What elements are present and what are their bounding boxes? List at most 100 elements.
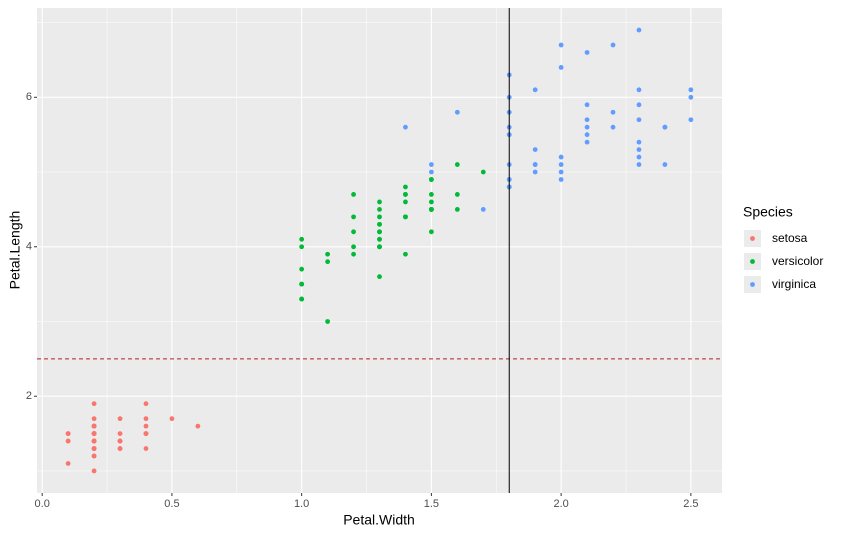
point bbox=[403, 199, 408, 205]
x-axis-title: Petal.Width bbox=[343, 512, 415, 528]
point bbox=[377, 236, 382, 242]
point bbox=[532, 87, 538, 93]
point bbox=[351, 244, 356, 250]
legend-label: setosa bbox=[772, 231, 808, 245]
point bbox=[143, 423, 149, 429]
point bbox=[195, 423, 201, 429]
point bbox=[377, 206, 382, 212]
x-tick-label: 0.0 bbox=[35, 498, 50, 510]
point bbox=[454, 206, 460, 212]
point bbox=[428, 199, 434, 205]
point bbox=[143, 431, 149, 436]
point bbox=[454, 192, 460, 197]
legend-label: virginica bbox=[772, 277, 816, 291]
point bbox=[65, 438, 71, 444]
point bbox=[662, 124, 668, 130]
panel bbox=[37, 8, 722, 493]
legend-marker bbox=[750, 259, 755, 264]
point bbox=[377, 244, 382, 250]
point bbox=[91, 438, 97, 444]
point bbox=[299, 296, 305, 302]
point bbox=[584, 117, 590, 123]
y-tick-label: 4 bbox=[26, 241, 32, 253]
point bbox=[299, 266, 305, 272]
y-tick-label: 2 bbox=[26, 390, 32, 402]
point bbox=[454, 109, 460, 115]
point bbox=[117, 416, 123, 422]
legend-label: versicolor bbox=[772, 254, 823, 268]
x-tick-label: 2.0 bbox=[553, 498, 568, 510]
point bbox=[377, 214, 382, 220]
point bbox=[143, 446, 149, 451]
point bbox=[91, 401, 97, 407]
y-axis-title: Petal.Length bbox=[7, 211, 23, 290]
point bbox=[558, 154, 564, 160]
point bbox=[91, 468, 97, 474]
point bbox=[428, 177, 434, 182]
x-tick-label: 1.0 bbox=[294, 498, 309, 510]
point bbox=[636, 139, 642, 145]
point bbox=[377, 229, 382, 235]
point bbox=[117, 446, 123, 451]
point bbox=[403, 251, 408, 257]
point bbox=[377, 199, 382, 205]
point bbox=[428, 192, 434, 197]
point bbox=[325, 319, 331, 324]
point bbox=[454, 162, 460, 167]
point bbox=[377, 221, 382, 227]
point bbox=[377, 274, 382, 280]
point bbox=[532, 169, 538, 175]
point bbox=[65, 431, 71, 436]
point bbox=[584, 132, 590, 138]
x-tick-label: 2.5 bbox=[683, 498, 698, 510]
point bbox=[351, 229, 356, 235]
point bbox=[584, 102, 590, 108]
x-tick-label: 0.5 bbox=[164, 498, 179, 510]
point bbox=[584, 50, 590, 55]
point bbox=[584, 139, 590, 145]
point bbox=[91, 423, 97, 429]
point bbox=[299, 244, 305, 250]
point bbox=[117, 438, 123, 444]
point bbox=[403, 184, 408, 190]
point bbox=[610, 109, 616, 115]
point bbox=[91, 431, 97, 436]
point bbox=[636, 102, 642, 108]
point bbox=[532, 162, 538, 167]
point bbox=[558, 177, 564, 182]
point bbox=[299, 236, 305, 242]
point bbox=[91, 416, 97, 422]
point bbox=[636, 147, 642, 153]
legend-marker bbox=[750, 282, 755, 287]
y-tick-label: 6 bbox=[26, 91, 32, 103]
point bbox=[688, 94, 694, 100]
point bbox=[480, 206, 486, 212]
point bbox=[91, 453, 97, 459]
point bbox=[351, 251, 356, 257]
point bbox=[91, 446, 97, 451]
point bbox=[688, 117, 694, 123]
point bbox=[558, 42, 564, 48]
point bbox=[299, 281, 305, 287]
point bbox=[403, 214, 408, 220]
point bbox=[558, 162, 564, 167]
legend-title: Species bbox=[743, 204, 793, 220]
point bbox=[636, 27, 642, 33]
point bbox=[403, 124, 408, 130]
point bbox=[351, 192, 356, 197]
point bbox=[636, 154, 642, 160]
point bbox=[610, 124, 616, 130]
point bbox=[636, 87, 642, 93]
point bbox=[688, 87, 694, 93]
legend-marker bbox=[750, 236, 755, 241]
point bbox=[403, 192, 408, 197]
point bbox=[143, 416, 149, 422]
point bbox=[117, 431, 123, 436]
point bbox=[325, 259, 331, 265]
point bbox=[65, 461, 71, 466]
point bbox=[351, 214, 356, 220]
point bbox=[558, 65, 564, 70]
point bbox=[428, 162, 434, 167]
point bbox=[636, 117, 642, 123]
